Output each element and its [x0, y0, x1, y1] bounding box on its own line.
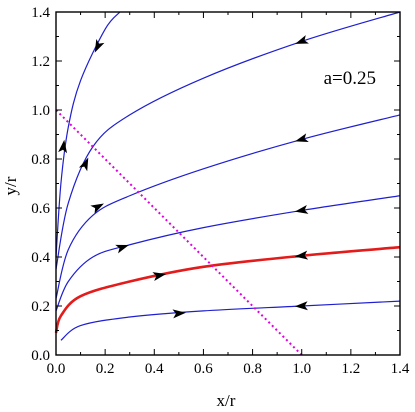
flow-direction-arrow: [172, 309, 186, 319]
y-tick-label: 0.2: [31, 299, 50, 315]
y-tick-label: 1.0: [31, 103, 50, 119]
y-ticks: 0.0 0.2 0.4 0.6 0.8 1.0 1.2 1.4: [31, 5, 400, 364]
x-tick-label: 1.0: [292, 361, 311, 377]
x-tick-label: 1.2: [341, 361, 360, 377]
trajectory-curve: [55, 11, 401, 270]
parameter-annotation: a=0.25: [324, 68, 376, 89]
y-tick-label: 1.2: [31, 54, 50, 70]
trajectory-curve: [55, 114, 401, 299]
flow-direction-arrow: [90, 203, 104, 214]
x-tick-label: 0.6: [194, 361, 213, 377]
trajectory-curve: [60, 300, 401, 341]
curves-layer: [54, 11, 401, 356]
arrows-layer: [58, 35, 309, 319]
trajectory-curve: [55, 195, 401, 312]
x-tick-label: 0.8: [243, 361, 262, 377]
y-tick-label: 0.8: [31, 152, 50, 168]
y-axis-label: y/r: [1, 176, 20, 195]
x-tick-label: 0.2: [96, 361, 115, 377]
flow-direction-arrow: [295, 35, 309, 44]
flow-direction-arrow: [295, 133, 309, 142]
y-tick-label: 0.0: [31, 348, 50, 364]
y-tick-label: 1.4: [31, 5, 50, 21]
y-tick-label: 0.4: [31, 250, 50, 266]
y-tick-label: 0.6: [31, 201, 50, 217]
flow-direction-arrow: [115, 244, 129, 254]
trajectory-curve: [55, 11, 121, 258]
x-tick-label: 0.4: [145, 361, 164, 377]
flow-direction-arrow: [294, 301, 308, 311]
x-tick-label: 0.0: [47, 361, 66, 377]
flow-direction-arrow: [152, 272, 167, 281]
flow-direction-arrow: [58, 139, 68, 154]
x-tick-label: 1.4: [391, 361, 410, 377]
x-ticks: 0.0 0.2 0.4 0.6 0.8 1.0 1.2 1.4: [47, 12, 410, 377]
x-axis-label: x/r: [217, 391, 236, 410]
flow-direction-arrow: [294, 250, 309, 260]
flow-direction-arrow: [294, 204, 309, 214]
flow-direction-arrow: [78, 157, 89, 172]
flow-direction-arrow: [94, 38, 105, 53]
